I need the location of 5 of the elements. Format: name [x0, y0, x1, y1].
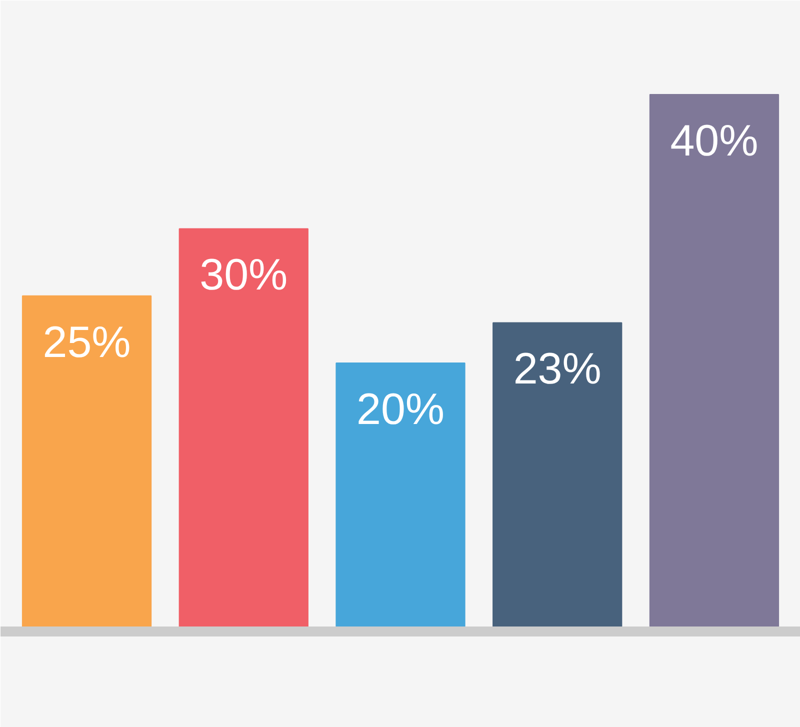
data-label: 20%	[356, 384, 445, 434]
data-label: 23%	[513, 344, 602, 394]
data-label: 30%	[200, 250, 288, 300]
data-label: 25%	[42, 318, 131, 367]
data-label: 40%	[670, 116, 758, 166]
